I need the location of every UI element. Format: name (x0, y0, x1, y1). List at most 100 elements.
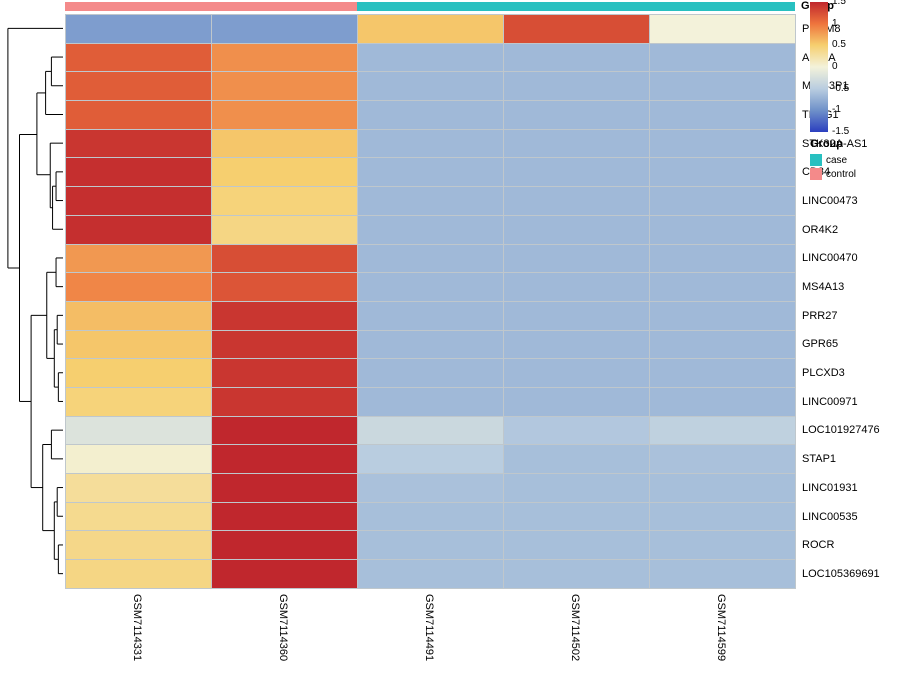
group-legend-label: case (826, 155, 847, 166)
group-legend-title: Group (810, 138, 856, 150)
heatmap-grid: PRDM8AICDAMEIS3P1TPRG1STK32A-AS1CD34LINC… (65, 14, 881, 589)
row-label: LOC101927476 (796, 416, 881, 445)
row-label: LINC00470 (796, 244, 881, 273)
heatmap-cell (358, 43, 504, 72)
heatmap-cell (66, 129, 212, 158)
heatmap-cell (650, 474, 796, 503)
heatmap-cell (212, 330, 358, 359)
row-label: PRR27 (796, 301, 881, 330)
colorbar-tick: 0 (832, 62, 838, 72)
heatmap-cell (212, 560, 358, 589)
heatmap-cell (504, 129, 650, 158)
row-dendrogram (5, 14, 63, 617)
heatmap-row: MS4A13 (66, 273, 881, 302)
heatmap-cell (504, 387, 650, 416)
heatmap-cell (66, 72, 212, 101)
row-label: LOC105369691 (796, 560, 881, 589)
heatmap-cell (504, 416, 650, 445)
colorbar-tick: -1 (832, 105, 841, 115)
heatmap-cell (504, 273, 650, 302)
group-annotation-bar (65, 2, 795, 11)
heatmap-cell (504, 158, 650, 187)
heatmap-cell (66, 330, 212, 359)
group-legend-swatch (810, 168, 822, 180)
heatmap-cell (66, 531, 212, 560)
heatmap-row: LINC00470 (66, 244, 881, 273)
colorbar: 1.510.50-0.5-1-1.5 (810, 2, 828, 132)
heatmap-cell (212, 215, 358, 244)
heatmap-cell (650, 330, 796, 359)
heatmap-row: STAP1 (66, 445, 881, 474)
heatmap-cell (504, 72, 650, 101)
heatmap-cell (504, 330, 650, 359)
heatmap-cell (66, 187, 212, 216)
heatmap-cell (358, 531, 504, 560)
column-label: GSM7114360 (277, 594, 289, 661)
heatmap-cell (504, 244, 650, 273)
heatmap-row: CD34 (66, 158, 881, 187)
heatmap-cell (358, 330, 504, 359)
group-cell (503, 2, 649, 11)
group-legend-item: control (810, 168, 856, 182)
heatmap-cell (212, 445, 358, 474)
heatmap-cell (650, 273, 796, 302)
heatmap-cell (212, 531, 358, 560)
heatmap-cell (66, 445, 212, 474)
legend: 1.510.50-0.5-1-1.5 Group case control (810, 2, 856, 182)
heatmap-cell (358, 72, 504, 101)
heatmap-cell (504, 215, 650, 244)
heatmap-cell (66, 474, 212, 503)
heatmap-cell (212, 187, 358, 216)
heatmap-cell (650, 502, 796, 531)
heatmap-cell (66, 244, 212, 273)
heatmap-cell (650, 129, 796, 158)
heatmap-row: STK32A-AS1 (66, 129, 881, 158)
heatmap-cell (650, 359, 796, 388)
heatmap-cell (66, 158, 212, 187)
row-label: MS4A13 (796, 273, 881, 302)
heatmap-cell (212, 416, 358, 445)
group-legend-swatch (810, 154, 822, 166)
heatmap-cell (650, 244, 796, 273)
heatmap-cell (650, 416, 796, 445)
heatmap-cell (358, 187, 504, 216)
heatmap-row: AICDA (66, 43, 881, 72)
heatmap-cell (212, 502, 358, 531)
row-label: LINC01931 (796, 474, 881, 503)
heatmap-cell (358, 445, 504, 474)
heatmap-cell (504, 502, 650, 531)
heatmap-cell (66, 273, 212, 302)
heatmap-cell (504, 359, 650, 388)
group-legend-item: case (810, 154, 856, 168)
heatmap-cell (212, 273, 358, 302)
heatmap-cell (66, 387, 212, 416)
colorbar-tick: -1.5 (832, 127, 849, 137)
heatmap-cell (650, 158, 796, 187)
heatmap-cell (650, 15, 796, 44)
heatmap-cell (504, 445, 650, 474)
heatmap-row: LINC00971 (66, 387, 881, 416)
heatmap-cell (504, 187, 650, 216)
row-label: OR4K2 (796, 215, 881, 244)
group-cell (357, 2, 503, 11)
heatmap-cell (650, 187, 796, 216)
heatmap-row: MEIS3P1 (66, 72, 881, 101)
heatmap-row: GPR65 (66, 330, 881, 359)
heatmap-cell (212, 72, 358, 101)
heatmap-cell (650, 387, 796, 416)
heatmap-cell (504, 474, 650, 503)
group-cell (649, 2, 795, 11)
colorbar-ticks: 1.510.50-0.5-1-1.5 (832, 2, 862, 132)
column-label: GSM7114491 (423, 594, 435, 661)
heatmap-cell (650, 445, 796, 474)
row-label: LINC00473 (796, 187, 881, 216)
heatmap-row: TPRG1 (66, 101, 881, 130)
heatmap-cell (358, 359, 504, 388)
heatmap-cell (650, 531, 796, 560)
heatmap-cell (358, 129, 504, 158)
heatmap-row: PLCXD3 (66, 359, 881, 388)
heatmap-cell (212, 244, 358, 273)
heatmap-cell (650, 101, 796, 130)
heatmap-cell (66, 101, 212, 130)
heatmap-cell (358, 474, 504, 503)
